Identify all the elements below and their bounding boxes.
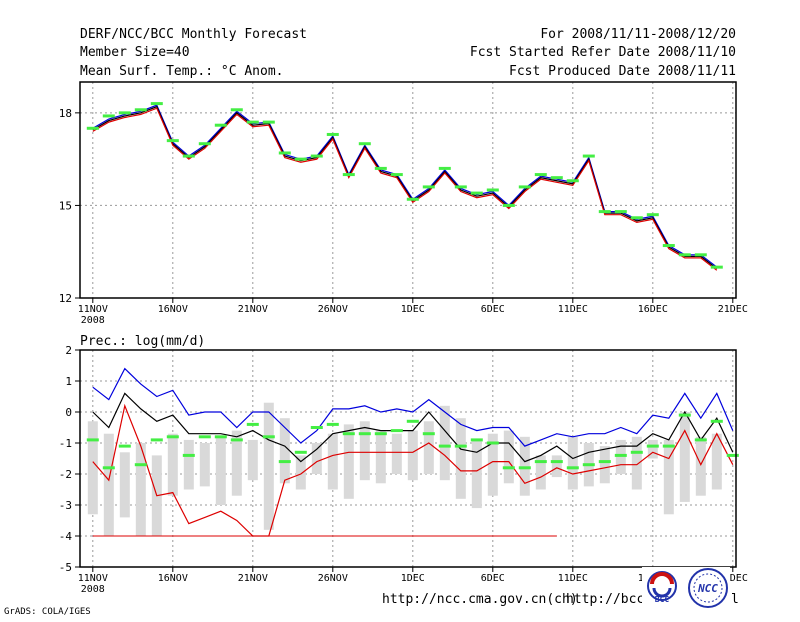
temp-xtick-label: 6DEC: [481, 304, 505, 315]
prec-spread-box: [167, 433, 178, 496]
prec-xtick-label: 16NOV: [158, 573, 188, 584]
prec-xtick-label: 1DEC: [401, 573, 425, 584]
prec-spread-box: [519, 436, 530, 496]
prec-xtick-label: 11DEC: [558, 573, 588, 584]
forecast-period: For 2008/11/11-2008/12/20: [540, 27, 736, 42]
prec-spread-box: [327, 433, 338, 490]
prec-series-upper: [92, 367, 734, 447]
prec-ytick-label: 0: [65, 406, 72, 419]
prec-spread-box: [119, 452, 130, 518]
prec-spread-box: [263, 402, 274, 530]
prec-spread-box: [311, 443, 322, 474]
prec-series-lower: [92, 403, 734, 537]
prec-xtick-year: 2008: [81, 584, 105, 595]
prec-spread-box: [391, 433, 402, 474]
prec-ytick-label: 1: [65, 375, 72, 388]
temp-series-lower: [92, 107, 718, 271]
prec-ytick-label: -4: [59, 530, 73, 543]
prec-spread-box: [487, 433, 498, 496]
prec-series-mean: [92, 392, 734, 463]
temp-xtick-label: 26NOV: [318, 304, 348, 315]
temp-xtick-label: 16NOV: [158, 304, 188, 315]
prec-spread-box: [375, 430, 386, 484]
prec-spread-box: [103, 433, 114, 536]
chart-title: DERF/NCC/BCC Monthly Forecast: [80, 27, 307, 42]
prec-xtick-label: 6DEC: [481, 573, 505, 584]
prec-spread-box: [663, 439, 674, 515]
prec-ytick-label: -3: [59, 499, 72, 512]
temp-xtick-label: 16DEC: [638, 304, 668, 315]
prec-spread-box: [567, 436, 578, 490]
temp-series-upper: [92, 104, 718, 268]
prec-spread-box: [631, 436, 642, 490]
prec-spread-box: [503, 430, 514, 484]
prec-spread-box: [439, 405, 450, 481]
prec-ytick-label: -1: [59, 437, 72, 450]
prec-spread-box: [183, 439, 194, 490]
prec-ytick-label: 2: [65, 344, 72, 357]
temp-xtick-label: 1DEC: [401, 304, 425, 315]
prec-xtick-label: 26NOV: [318, 573, 348, 584]
prec-spread-box: [535, 455, 546, 490]
ncc-logo: NCC: [688, 568, 728, 608]
precip-label: Prec.: log(mm/d): [80, 334, 205, 349]
forecast-produced: Fcst Produced Date 2008/11/11: [509, 64, 736, 79]
temp-ytick-label: 12: [59, 292, 72, 305]
bcc-logo-text: BCC: [655, 595, 670, 604]
prec-spread-box: [423, 421, 434, 474]
forecast-started: Fcst Started Refer Date 2008/11/10: [470, 45, 736, 60]
prec-xtick-label: 21DEC: [718, 573, 748, 584]
prec-spread-box: [647, 439, 658, 459]
temp-ytick-label: 15: [59, 199, 72, 212]
prec-spread-box: [215, 436, 226, 505]
temp-ytick-label: 18: [59, 107, 72, 120]
url-ncc-link[interactable]: http://ncc.cma.gov.cn(ch): [382, 592, 578, 607]
prec-xtick-label: 21NOV: [238, 573, 268, 584]
prec-spread-box: [695, 436, 706, 496]
temp-xtick-year: 2008: [81, 315, 105, 326]
prec-spread-box: [471, 439, 482, 509]
prec-spread-box: [247, 439, 258, 481]
prec-spread-box: [711, 433, 722, 490]
prec-spread-box: [615, 439, 626, 474]
variable-label: Mean Surf. Temp.: °C Anom.: [80, 64, 284, 79]
temp-xtick-label: 21NOV: [238, 304, 268, 315]
prec-ytick-label: -5: [59, 561, 72, 574]
member-size: Member Size=40: [80, 45, 190, 60]
url-bcc-link[interactable]: http://bcc.c: [566, 592, 660, 607]
temp-series-mean: [92, 105, 718, 270]
url-bcc-tail: l: [731, 592, 739, 607]
prec-ytick-label: -2: [59, 468, 72, 481]
prec-spread-box: [599, 446, 610, 484]
prec-xtick-label: 11NOV: [78, 573, 108, 584]
prec-spread-box: [135, 443, 146, 536]
prec-spread-box: [359, 421, 370, 481]
ncc-logo-text: NCC: [697, 582, 718, 595]
prec-spread-box: [279, 418, 290, 484]
prec-frame: [79, 349, 737, 568]
prec-spread-box: [679, 412, 690, 502]
prec-spread-box: [199, 443, 210, 487]
prec-spread-box: [343, 424, 354, 499]
temp-xtick-label: 11NOV: [78, 304, 108, 315]
prec-spread-box: [295, 455, 306, 490]
temp-frame: [79, 81, 737, 299]
prec-spread-box: [551, 455, 562, 478]
grads-credit: GrADS: COLA/IGES: [4, 607, 91, 617]
prec-spread-box: [455, 418, 466, 499]
temp-xtick-label: 21DEC: [718, 304, 748, 315]
temp-xtick-label: 11DEC: [558, 304, 588, 315]
prec-spread-box: [231, 430, 242, 496]
prec-spread-box: [407, 430, 418, 481]
prec-spread-box: [87, 421, 98, 515]
